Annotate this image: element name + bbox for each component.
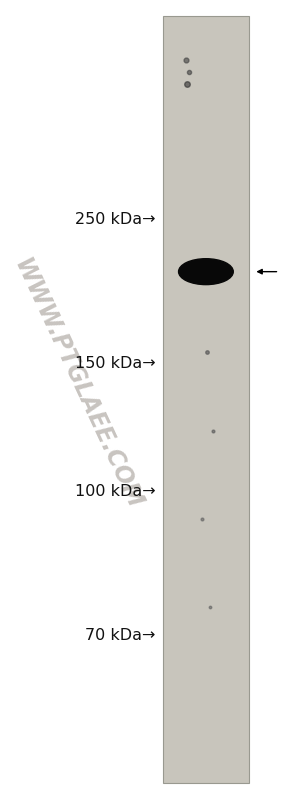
- Bar: [163, 16, 249, 783]
- Text: 250 kDa→: 250 kDa→: [75, 213, 156, 227]
- Text: 150 kDa→: 150 kDa→: [75, 356, 156, 371]
- Text: WWW.PTGLAEE.COM: WWW.PTGLAEE.COM: [9, 255, 146, 512]
- Ellipse shape: [179, 259, 233, 284]
- Text: 100 kDa→: 100 kDa→: [75, 484, 156, 499]
- Text: 70 kDa→: 70 kDa→: [85, 628, 156, 642]
